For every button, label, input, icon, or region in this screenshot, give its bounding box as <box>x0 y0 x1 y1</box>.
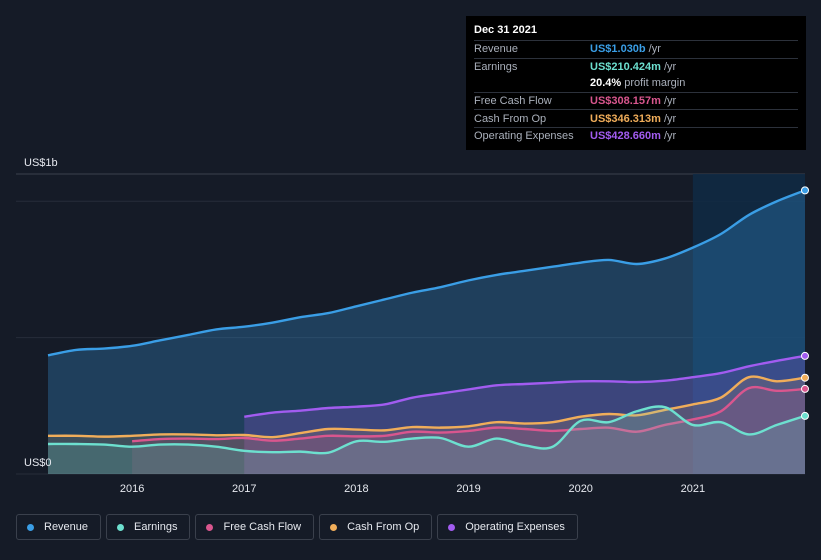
cash-from-op-line <box>47 375 806 439</box>
x-tick-label: 2019 <box>456 483 480 495</box>
y-axis-bottom-label: US$0 <box>24 457 52 469</box>
earnings-line <box>47 405 806 455</box>
revenue-line <box>47 189 806 357</box>
legend-item-operating-expenses[interactable]: Operating Expenses <box>437 514 578 540</box>
tooltip-row: 20.4% profit margin <box>474 75 798 92</box>
tooltip-unit: /yr <box>648 43 661 56</box>
legend-dot-icon <box>27 523 34 531</box>
legend-label: Cash From Op <box>347 521 420 533</box>
free-cash-flow-end-point <box>801 384 809 393</box>
legend-item-free-cash-flow[interactable]: Free Cash Flow <box>195 514 315 540</box>
tooltip-value: US$346.313m <box>590 112 661 125</box>
earnings-area <box>48 406 805 474</box>
legend-item-cash-from-op[interactable]: Cash From Op <box>319 514 433 540</box>
operating-expenses-line <box>244 354 806 418</box>
tooltip-value: US$308.157m <box>590 95 661 108</box>
legend-dot-icon <box>448 523 456 531</box>
tooltip-unit: /yr <box>663 95 677 108</box>
y-axis-top-label: US$1b <box>24 157 58 169</box>
operating-expenses-end-point <box>801 351 809 360</box>
legend: Revenue Earnings Free Cash Flow Cash From O… <box>16 514 578 542</box>
tooltip-label: Operating Expenses <box>474 130 574 143</box>
revenue-end-point <box>801 186 809 195</box>
tooltip-row: Free Cash Flow US$308.157m/yr <box>474 91 798 110</box>
x-tick-label: 2016 <box>120 483 144 495</box>
tooltip-label: Cash From Op <box>474 112 547 125</box>
grid-lines <box>16 173 805 475</box>
operating-expenses-area <box>244 355 805 474</box>
tooltip-unit: /yr <box>663 112 677 125</box>
earnings-end-point <box>801 411 809 420</box>
tooltip-label: Revenue <box>474 43 519 56</box>
series-layer <box>47 186 809 474</box>
x-tick-label: 2020 <box>568 483 592 495</box>
legend-item-revenue[interactable]: Revenue <box>16 514 102 540</box>
x-tick-label: 2017 <box>232 483 256 495</box>
legend-dot-icon <box>206 523 214 531</box>
tooltip-date: Dec 31 2021 <box>474 24 537 36</box>
tooltip-row: Revenue US$1.030b/yr <box>474 40 798 58</box>
chart-area: US$1b US$0 2016 2017 2018 2019 2020 2021 <box>16 157 809 495</box>
legend-label: Free Cash Flow <box>223 521 302 533</box>
x-tick-label: 2018 <box>344 483 368 495</box>
legend-item-earnings[interactable]: Earnings <box>106 514 191 540</box>
tooltip-row: Earnings US$210.424m/yr <box>474 57 798 76</box>
tooltip-unit: profit margin <box>624 77 686 90</box>
legend-label: Operating Expenses <box>465 521 565 533</box>
free-cash-flow-line <box>132 385 806 443</box>
tooltip-value: US$1.030b <box>590 43 646 56</box>
tooltip-unit: /yr <box>663 60 677 73</box>
legend-dot-icon <box>117 523 125 531</box>
tooltip-label: Free Cash Flow <box>474 95 552 108</box>
legend-dot-icon <box>330 523 338 531</box>
x-tick-label: 2021 <box>681 483 705 495</box>
tooltip-label: Earnings <box>474 60 518 73</box>
cash-from-op-end-point <box>801 373 809 382</box>
tooltip-value: US$428.660m <box>590 130 661 143</box>
tooltip-value: US$210.424m <box>590 60 661 73</box>
tooltip-row: Operating Expenses US$428.660m/yr <box>474 126 798 145</box>
tooltip-row: Cash From Op US$346.313m/yr <box>474 109 798 127</box>
legend-label: Revenue <box>44 521 89 533</box>
tooltip-unit: /yr <box>663 130 677 143</box>
legend-label: Earnings <box>134 521 178 533</box>
axis-layer: US$1b US$0 2016 2017 2018 2019 2020 2021 <box>24 157 705 495</box>
tooltip-value: 20.4% <box>590 77 622 90</box>
tooltip: Dec 31 2021 Revenue US$1.030b/yr Earnings U… <box>466 16 806 150</box>
